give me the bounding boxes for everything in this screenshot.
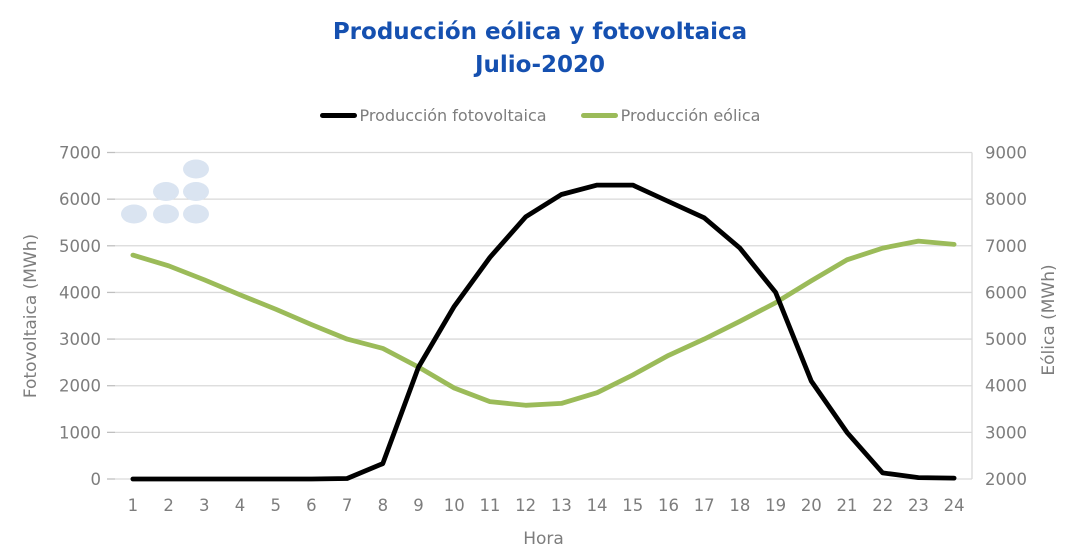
x-axis-tick-label: 11 (479, 496, 500, 515)
y-axis-tick-label-right: 4000 (985, 377, 1027, 396)
x-axis-tick-label: 8 (378, 496, 389, 515)
legend-line-swatch-green (580, 113, 618, 118)
x-axis-tick-label: 6 (306, 496, 317, 515)
x-axis-tick-label: 22 (872, 496, 893, 515)
y-axis-tick-label-right: 3000 (985, 423, 1027, 442)
legend-line-swatch-black (319, 113, 357, 118)
decorative-dots-cluster-dot (183, 204, 209, 224)
legend-item-eolica: Producción eólica (580, 106, 761, 125)
x-axis-tick-label: 9 (413, 496, 424, 515)
decorative-dots-cluster-dot (183, 159, 209, 179)
x-axis-tick-label: 18 (729, 496, 750, 515)
y-axis-tick-label-left: 5000 (59, 237, 101, 256)
decorative-dots-cluster-dot (121, 204, 147, 224)
y-axis-tick-label-left: 0 (91, 470, 102, 489)
legend-label: Producción fotovoltaica (359, 106, 547, 125)
x-axis-tick-label: 1 (128, 496, 139, 515)
y-axis-tick-label-left: 7000 (59, 144, 101, 163)
x-axis-tick-label: 23 (908, 496, 929, 515)
y-axis-tick-label-left: 4000 (59, 283, 101, 302)
x-axis-tick-label: 17 (694, 496, 715, 515)
y-axis-tick-label-left: 6000 (59, 190, 101, 209)
x-axis-tick-label: 21 (837, 496, 858, 515)
x-axis-tick-label: 13 (551, 496, 572, 515)
x-axis-title: Hora (523, 529, 564, 549)
y-axis-tick-label-left: 3000 (59, 330, 101, 349)
x-axis-tick-label: 16 (658, 496, 679, 515)
y-axis-tick-label-left: 1000 (59, 423, 101, 442)
x-axis-tick-label: 15 (622, 496, 643, 515)
legend-item-fotovoltaica: Producción fotovoltaica (319, 106, 547, 125)
x-axis-tick-label: 10 (444, 496, 465, 515)
x-axis-tick-label: 7 (342, 496, 353, 515)
y-axis-tick-label-right: 8000 (985, 190, 1027, 209)
decorative-dots-cluster-dot (183, 182, 209, 201)
y-axis-tick-label-left: 2000 (59, 377, 101, 396)
x-axis-tick-label: 12 (515, 496, 536, 515)
chart-title: Producción eólica y fotovoltaica Julio-2… (0, 16, 1080, 82)
chart-title-line1: Producción eólica y fotovoltaica (332, 19, 748, 45)
legend: Producción fotovoltaica Producción eólic… (0, 106, 1080, 125)
decorative-dots-cluster-dot (153, 182, 179, 201)
y-axis-tick-label-right: 7000 (985, 237, 1027, 256)
x-axis-tick-label: 24 (944, 496, 965, 515)
chart-title-line2: Julio-2020 (474, 52, 606, 78)
decorative-dots-cluster-dot (153, 204, 179, 224)
series-line-eolica (130, 238, 957, 408)
y-axis-tick-label-right: 9000 (985, 144, 1027, 163)
x-axis-tick-label: 4 (235, 496, 246, 515)
x-axis-tick-label: 2 (163, 496, 174, 515)
series-line-fotovoltaica (130, 182, 957, 482)
legend-label: Producción eólica (620, 106, 761, 125)
x-axis-tick-label: 20 (801, 496, 822, 515)
x-axis-tick-label: 19 (765, 496, 786, 515)
x-axis-tick-label: 3 (199, 496, 210, 515)
x-axis-tick-label: 5 (270, 496, 281, 515)
x-axis-tick-label: 14 (587, 496, 608, 515)
y-axis-tick-label-right: 5000 (985, 330, 1027, 349)
y-axis-tick-label-right: 2000 (985, 470, 1027, 489)
y-axis-tick-label-right: 6000 (985, 283, 1027, 302)
